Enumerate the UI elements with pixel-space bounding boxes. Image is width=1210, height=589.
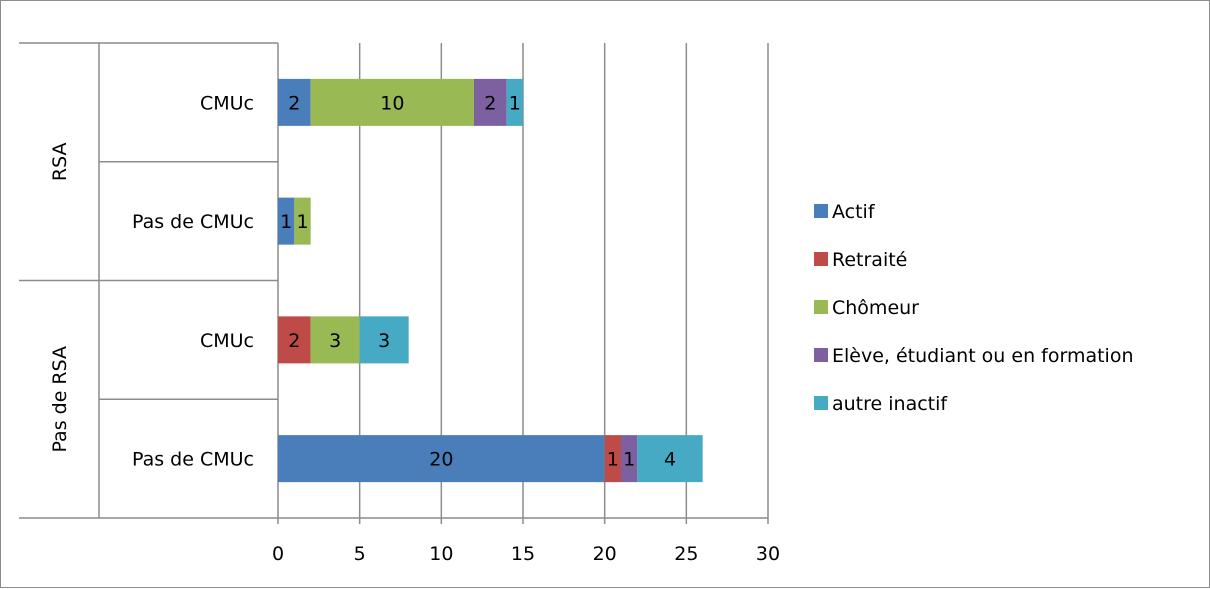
bar-segment bbox=[278, 435, 605, 483]
legend-swatch bbox=[814, 204, 828, 218]
data-label: 2 bbox=[484, 92, 496, 114]
legend-label: Retraité bbox=[832, 249, 907, 271]
category-label: CMUc bbox=[200, 330, 254, 352]
legend-label: autre inactif bbox=[832, 393, 948, 415]
category-label: Pas de CMUc bbox=[132, 211, 254, 233]
category-label: Pas de CMUc bbox=[132, 449, 254, 471]
legend-label: Actif bbox=[832, 201, 876, 223]
data-label: 1 bbox=[607, 449, 619, 471]
x-tick-label: 20 bbox=[593, 543, 617, 565]
data-label: 4 bbox=[664, 449, 676, 471]
category-label: CMUc bbox=[200, 92, 254, 114]
bar-segment bbox=[506, 78, 523, 126]
bar-segment bbox=[604, 435, 621, 483]
legend-label: Elève, étudiant ou en formation bbox=[832, 345, 1134, 367]
data-label: 1 bbox=[280, 211, 292, 233]
data-labels: 2 10 2 11 12 3 320 1 1 4 bbox=[280, 92, 676, 470]
bar-segment bbox=[278, 78, 311, 126]
legend-swatch bbox=[814, 252, 828, 266]
data-label: 2 bbox=[288, 92, 300, 114]
data-label: 10 bbox=[380, 92, 404, 114]
bar-segment bbox=[359, 316, 409, 364]
group-label: Pas de RSA bbox=[49, 346, 71, 453]
bars bbox=[278, 78, 703, 483]
bar-segment bbox=[621, 435, 638, 483]
data-label: 1 bbox=[296, 211, 308, 233]
data-label: 1 bbox=[623, 449, 635, 471]
bar-segment bbox=[474, 78, 507, 126]
data-label: 1 bbox=[509, 92, 521, 114]
data-label: 2 bbox=[288, 330, 300, 352]
legend-swatch bbox=[814, 396, 828, 410]
bar-segment bbox=[294, 197, 311, 245]
group-label: RSA bbox=[49, 142, 71, 181]
data-label: 20 bbox=[429, 449, 453, 471]
x-axis-ticks: 0 5 10 15 20 25 30 bbox=[272, 543, 780, 565]
bar-segment bbox=[310, 78, 474, 126]
legend-label: Chômeur bbox=[832, 297, 919, 319]
bar-segment bbox=[278, 197, 295, 245]
category-axis: RSA CMUc Pas de CMUc Pas de RSA CMUc Pas de C… bbox=[19, 42, 768, 519]
x-tick-label: 30 bbox=[756, 543, 780, 565]
x-tick-label: 10 bbox=[429, 543, 453, 565]
legend-swatch bbox=[814, 348, 828, 362]
legend: Actif Retraité Chômeur Elève, étudiant ou e… bbox=[814, 201, 1134, 415]
data-label: 3 bbox=[329, 330, 341, 352]
x-tick-label: 15 bbox=[511, 543, 535, 565]
x-tick-label: 25 bbox=[674, 543, 698, 565]
bar-segment bbox=[278, 316, 311, 364]
x-tick-label: 5 bbox=[354, 543, 366, 565]
bar-segment bbox=[637, 435, 703, 483]
bar-segment bbox=[310, 316, 360, 364]
x-tick-label: 0 bbox=[272, 543, 284, 565]
legend-swatch bbox=[814, 300, 828, 314]
data-label: 3 bbox=[378, 330, 390, 352]
